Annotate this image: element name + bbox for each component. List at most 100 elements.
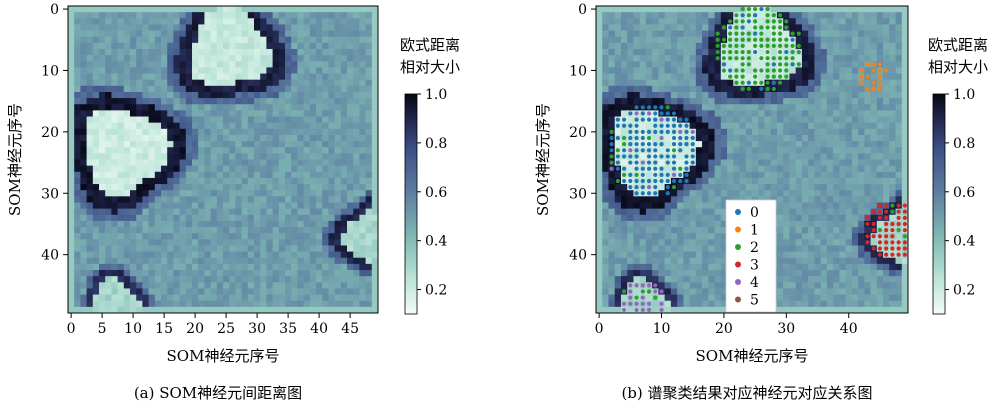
heatmap-cell: [335, 282, 342, 289]
heatmap-cell: [235, 49, 242, 56]
heatmap-cell: [839, 264, 846, 271]
heatmap-cell: [242, 245, 249, 252]
heatmap-cell: [727, 104, 734, 111]
heatmap-cell: [111, 12, 118, 19]
heatmap-cell: [335, 245, 342, 252]
heatmap-cell: [833, 55, 840, 62]
heatmap-cell: [248, 135, 255, 142]
heatmap-cell: [204, 252, 211, 259]
heatmap-cell: [683, 37, 690, 44]
heatmap-cell: [789, 172, 796, 179]
heatmap-cell: [640, 67, 647, 74]
heatmap-cell: [808, 252, 815, 259]
heatmap-cell: [204, 123, 211, 130]
heatmap-cell: [621, 233, 628, 240]
heatmap-cell: [366, 166, 373, 173]
heatmap-cell: [124, 24, 131, 31]
heatmap-cell: [105, 221, 112, 228]
heatmap-cell: [789, 196, 796, 203]
heatmap-cell: [858, 153, 865, 160]
heatmap-cell: [708, 67, 715, 74]
heatmap-cell: [366, 258, 373, 265]
heatmap-cell: [677, 270, 684, 277]
heatmap-cell: [702, 288, 709, 295]
heatmap-cell: [335, 117, 342, 124]
heatmap-cell: [347, 184, 354, 191]
heatmap-cell: [242, 295, 249, 302]
heatmap-cell: [858, 55, 865, 62]
heatmap-cell: [87, 209, 94, 216]
heatmap-cell: [833, 270, 840, 277]
heatmap-cell: [683, 258, 690, 265]
heatmap-cell: [167, 160, 174, 167]
heatmap-cell: [204, 245, 211, 252]
heatmap-cell: [310, 295, 317, 302]
heatmap-cell: [341, 43, 348, 50]
heatmap-cell: [347, 61, 354, 68]
heatmap-cell: [87, 117, 94, 124]
heatmap-cell: [596, 67, 603, 74]
heatmap-cell: [789, 301, 796, 308]
heatmap-cell: [671, 43, 678, 50]
heatmap-cell: [341, 288, 348, 295]
heatmap-cell: [291, 74, 298, 81]
heatmap-cell: [304, 270, 311, 277]
heatmap-cell: [802, 147, 809, 154]
heatmap-cell: [715, 178, 722, 185]
heatmap-cell: [328, 135, 335, 142]
heatmap-cell: [161, 74, 168, 81]
heatmap-cell: [896, 258, 903, 265]
heatmap-cell: [297, 31, 304, 38]
heatmap-cell: [596, 98, 603, 105]
heatmap-cell: [758, 178, 765, 185]
heatmap-cell: [771, 147, 778, 154]
heatmap-cell: [696, 184, 703, 191]
heatmap-cell: [105, 307, 112, 314]
heatmap-cell: [702, 104, 709, 111]
heatmap-cell: [615, 37, 622, 44]
heatmap-cell: [359, 202, 366, 209]
heatmap-cell: [279, 196, 286, 203]
heatmap-cell: [596, 295, 603, 302]
heatmap-cell: [291, 67, 298, 74]
heatmap-cell: [341, 252, 348, 259]
heatmap-cell: [852, 282, 859, 289]
heatmap-cell: [347, 98, 354, 105]
heatmap-cell: [279, 160, 286, 167]
heatmap-cell: [118, 80, 125, 87]
heatmap-cell: [124, 239, 131, 246]
heatmap-cell: [223, 31, 230, 38]
heatmap-cell: [796, 196, 803, 203]
heatmap-cell: [223, 86, 230, 93]
heatmap-cell: [204, 92, 211, 99]
heatmap-cell: [335, 178, 342, 185]
heatmap-cell: [690, 98, 697, 105]
heatmap-cell: [341, 160, 348, 167]
heatmap-cell: [142, 178, 149, 185]
heatmap-cell: [621, 264, 628, 271]
heatmap-cell: [310, 196, 317, 203]
heatmap-cell: [783, 196, 790, 203]
heatmap-cell: [602, 184, 609, 191]
heatmap-cell: [198, 245, 205, 252]
heatmap-cell: [161, 227, 168, 234]
heatmap-cell: [615, 252, 622, 259]
heatmap-cell: [285, 86, 292, 93]
heatmap-cell: [846, 252, 853, 259]
heatmap-cell: [93, 160, 100, 167]
heatmap-cell: [814, 160, 821, 167]
heatmap-cell: [696, 37, 703, 44]
heatmap-cell: [173, 276, 180, 283]
heatmap-cell: [285, 270, 292, 277]
heatmap-cell: [696, 160, 703, 167]
heatmap-cell: [223, 135, 230, 142]
heatmap-cell: [883, 276, 890, 283]
heatmap-cell: [316, 276, 323, 283]
heatmap-cell: [87, 160, 94, 167]
heatmap-cell: [839, 18, 846, 25]
heatmap-cell: [266, 215, 273, 222]
heatmap-cell: [142, 49, 149, 56]
heatmap-cell: [310, 43, 317, 50]
heatmap-cell: [802, 245, 809, 252]
